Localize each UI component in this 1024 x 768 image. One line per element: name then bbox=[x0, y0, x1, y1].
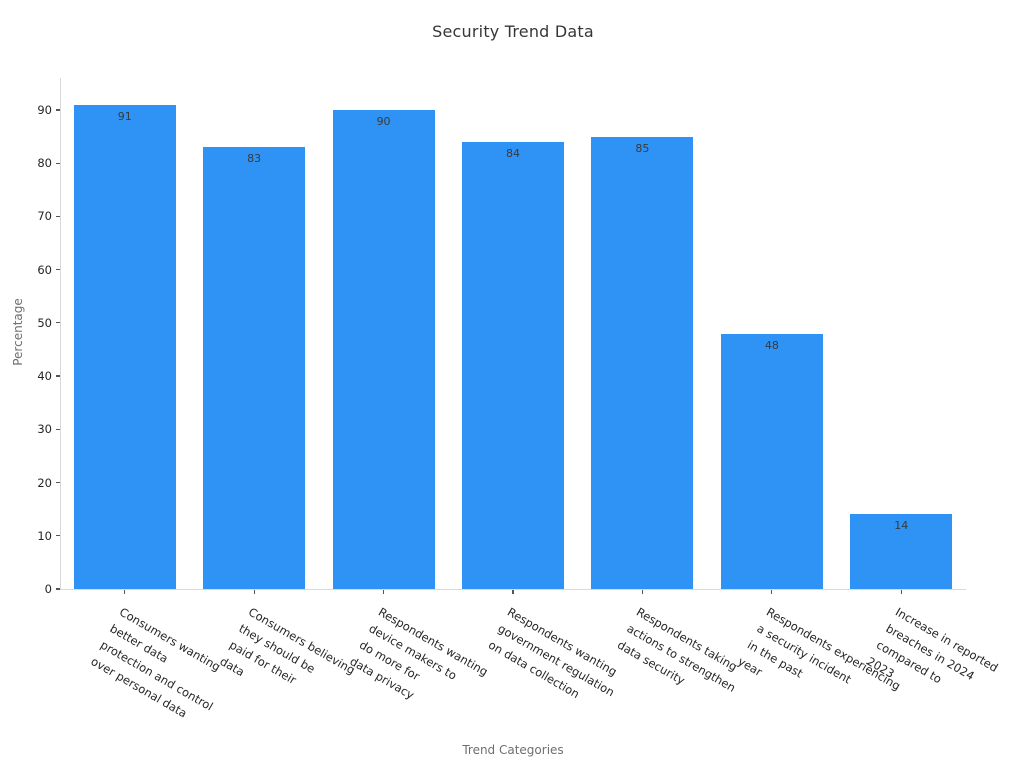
y-axis-title: Percentage bbox=[11, 298, 25, 366]
plot-area: 0 10 20 30 40 50 60 70 80 90 91 Consumers wanting b… bbox=[37, 78, 1001, 720]
y-tick bbox=[55, 322, 60, 324]
bar bbox=[720, 333, 823, 589]
x-axis-title: Trend Categories bbox=[462, 743, 564, 757]
y-tick bbox=[55, 375, 60, 377]
bar-value-label: 48 bbox=[764, 338, 779, 352]
y-tick bbox=[55, 215, 60, 217]
bar-value-label: 91 bbox=[117, 109, 132, 123]
x-tick bbox=[253, 590, 255, 595]
y-tick-label: 0 bbox=[44, 582, 52, 596]
y-tick-label: 40 bbox=[37, 369, 52, 384]
y-tick bbox=[55, 481, 60, 484]
x-tick-label: Consumers wanting better data protection… bbox=[88, 604, 223, 721]
x-axis-spine bbox=[60, 589, 966, 591]
x-tick bbox=[641, 590, 644, 595]
x-tick bbox=[900, 590, 902, 595]
x-tick-label: Respondents wanting government regulatio… bbox=[486, 604, 620, 702]
y-tick-label: 20 bbox=[37, 475, 52, 490]
bar bbox=[462, 141, 564, 589]
y-tick bbox=[55, 162, 60, 164]
x-tick-label: Respondents wanting device makers to do … bbox=[347, 604, 490, 703]
y-tick bbox=[55, 269, 60, 271]
bar bbox=[203, 147, 306, 589]
bar bbox=[332, 109, 435, 589]
bar-value-label: 83 bbox=[247, 152, 262, 166]
x-tick-label: Consumers believing they should be paid … bbox=[217, 604, 358, 688]
y-tick-label: 80 bbox=[37, 156, 52, 171]
bar-value-label: 90 bbox=[376, 114, 391, 128]
x-tick bbox=[382, 590, 385, 595]
y-axis-spine bbox=[60, 78, 62, 589]
y-tick-label: 10 bbox=[37, 528, 52, 543]
y-tick bbox=[55, 428, 60, 430]
bar-value-label: 85 bbox=[635, 141, 650, 155]
y-tick-label: 70 bbox=[37, 209, 52, 224]
bar-value-label: 84 bbox=[506, 146, 520, 160]
y-tick-label: 60 bbox=[37, 262, 52, 277]
x-tick bbox=[124, 590, 126, 595]
bar-value-label: 14 bbox=[894, 519, 909, 533]
y-tick-label: 50 bbox=[37, 315, 52, 330]
bar bbox=[73, 104, 176, 589]
x-tick-label: Respondents taking actions to strengthen… bbox=[615, 604, 741, 695]
y-tick bbox=[55, 588, 60, 590]
y-tick-label: 30 bbox=[37, 422, 52, 437]
y-tick-label: 90 bbox=[37, 102, 52, 117]
bar bbox=[591, 136, 694, 589]
x-tick bbox=[512, 590, 514, 595]
y-tick bbox=[55, 535, 60, 537]
y-tick bbox=[55, 109, 60, 111]
x-tick bbox=[771, 590, 773, 595]
chart-title: Security Trend Data bbox=[432, 22, 594, 41]
bar bbox=[850, 514, 953, 589]
